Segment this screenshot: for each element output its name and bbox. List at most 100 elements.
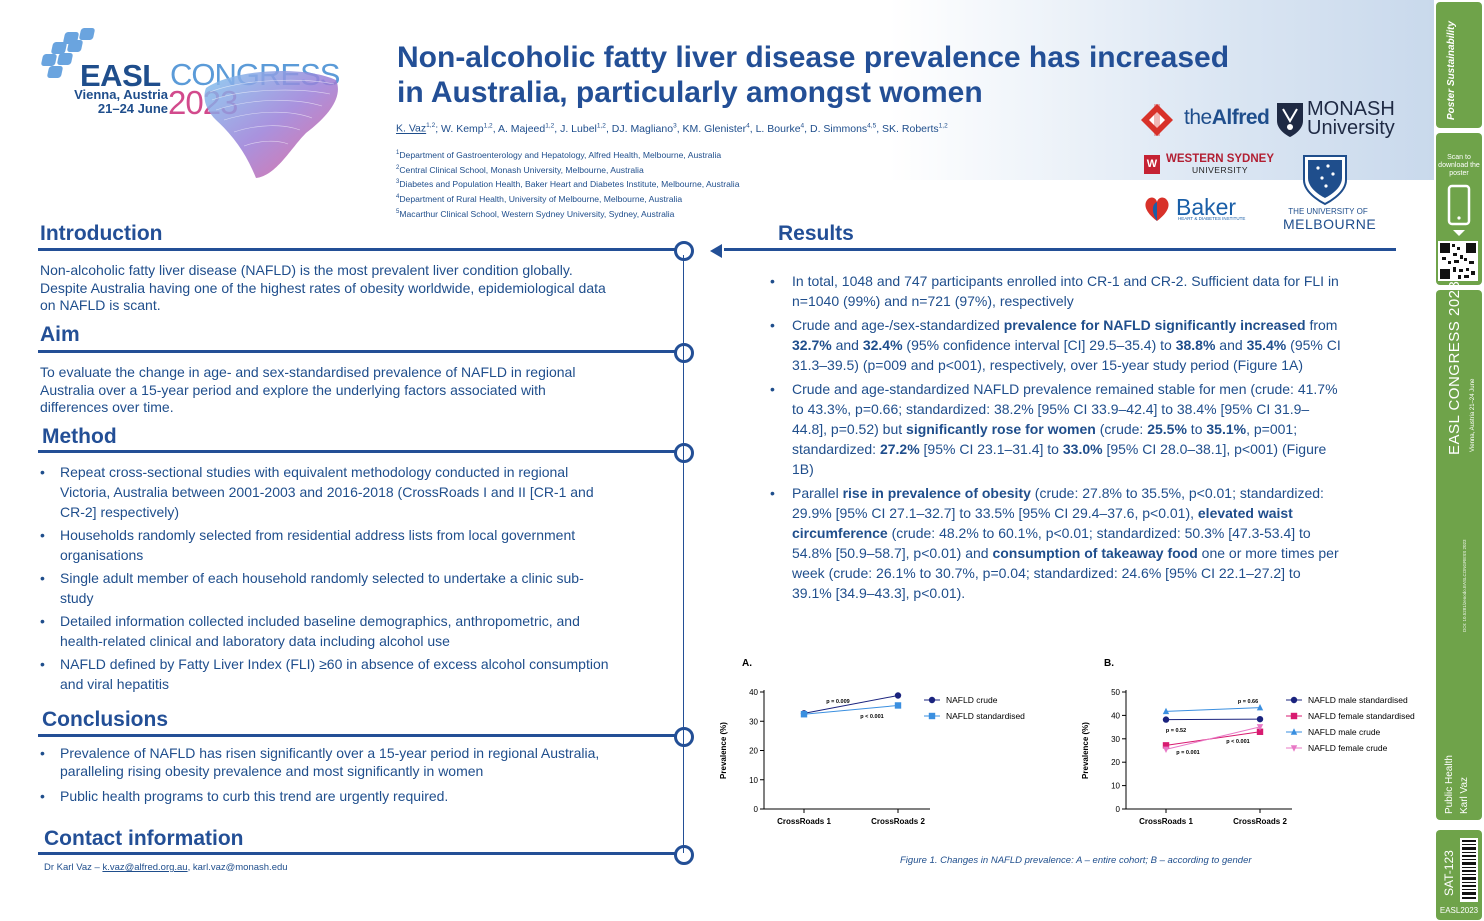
author-name: , KM. Glenister	[676, 122, 747, 135]
affiliation-item: 1Department of Gastroenterology and Hepa…	[396, 149, 722, 160]
monash-crest-icon	[1277, 103, 1303, 137]
affiliations: 1Department of Gastroenterology and Hepa…	[396, 147, 739, 220]
sidebar-poster-brand-text: Poster Sustainability	[1446, 21, 1457, 120]
affiliation-item: 2Central Clinical School, Monash Univers…	[396, 164, 644, 175]
y-tick-label: 10	[1111, 782, 1120, 791]
timeline-node	[674, 443, 694, 463]
sidebar-poster-brand	[1436, 2, 1482, 128]
result-item: Parallel rise in prevalence of obesity (…	[770, 483, 1342, 603]
y-tick-label: 50	[1111, 688, 1120, 697]
wsu-logo-icon: W	[1144, 155, 1160, 174]
conclusion-list: Prevalence of NAFLD has risen significan…	[40, 744, 600, 812]
liver-illustration	[204, 70, 338, 178]
author-name: , L. Bourke	[749, 122, 801, 135]
y-axis-label: Prevalence (%)	[719, 722, 728, 779]
y-tick-label: 10	[749, 776, 758, 785]
author-name: , J. Lubel	[554, 122, 597, 135]
list-item: Prevalence of NAFLD has risen significan…	[40, 744, 600, 780]
heading-method: Method	[42, 425, 117, 448]
rule-conclusions	[38, 734, 678, 737]
x-tick-label: CrossRoads 2	[1233, 817, 1287, 826]
result-item: Crude and age-standardized NAFLD prevale…	[770, 379, 1342, 479]
rule-contact	[38, 852, 678, 855]
alfred-logo-icon	[1141, 104, 1173, 136]
series-line	[803, 695, 899, 714]
sidebar-doi: DOI: 10.5281/zenodo.EASLCONGRESS 2023	[1462, 539, 1467, 632]
data-point	[1162, 716, 1170, 723]
y-tick-label: 40	[749, 688, 758, 697]
sidebar-scan-text: Scan to download the poster	[1438, 154, 1480, 177]
legend-label: NAFLD crude	[946, 695, 998, 705]
y-tick-label: 30	[749, 717, 758, 726]
heading-introduction: Introduction	[40, 222, 163, 245]
data-point	[928, 712, 936, 720]
list-item: Households randomly selected from reside…	[40, 525, 615, 565]
baker-logo-text: Baker	[1176, 194, 1237, 220]
method-list: Repeat cross-sectional studies with equi…	[40, 462, 615, 697]
panel-label: A.	[742, 658, 752, 669]
series-line	[1165, 726, 1261, 750]
data-point	[1256, 728, 1264, 735]
heading-aim: Aim	[40, 323, 80, 346]
data-point	[1256, 703, 1264, 711]
list-item: NAFLD defined by Fatty Liver Index (FLI)…	[40, 654, 615, 694]
rule-aim	[38, 350, 678, 353]
baker-logo-icon	[1145, 197, 1169, 221]
result-item: In total, 1048 and 747 participants enro…	[770, 271, 1342, 311]
result-item: Crude and age-/sex-standardized prevalen…	[770, 315, 1342, 375]
author-name: , SK. Roberts	[876, 122, 939, 135]
rule-results	[724, 248, 1396, 251]
affiliation-item: 3Diabetes and Population Health, Baker H…	[396, 179, 740, 190]
qr-code-icon[interactable]	[1438, 241, 1478, 281]
affiliation-item: 5Macarthur Clinical School, Western Sydn…	[396, 208, 675, 219]
data-point	[1256, 715, 1264, 723]
series-line	[803, 704, 899, 715]
author-list: K. Vaz1,2; W. Kemp1,2, A. Majeed1,2, J. …	[396, 122, 948, 135]
alfred-logo-text: theAlfred	[1184, 106, 1270, 129]
timeline-node	[674, 241, 694, 261]
p-value-annotation: p = 0.52	[1166, 728, 1186, 734]
data-point	[1290, 728, 1298, 735]
data-point	[894, 692, 902, 699]
timeline-node	[674, 845, 694, 865]
y-tick-label: 30	[1111, 735, 1120, 744]
monash-logo-text: MONASH University	[1307, 98, 1395, 139]
p-value-annotation: p = 0.001	[1176, 750, 1199, 756]
p-value-annotation: p < 0.001	[1226, 739, 1249, 745]
y-tick-label: 20	[749, 747, 758, 756]
author-name: , DJ. Magliano	[605, 122, 674, 135]
data-point	[800, 711, 808, 718]
rule-introduction	[38, 248, 678, 251]
results-arrow-icon	[710, 244, 722, 258]
sidebar-congress	[1436, 290, 1482, 820]
logo-easl: EASL	[80, 58, 161, 93]
author-name: ; W. Kemp	[435, 122, 484, 135]
email-monash: karl.vaz@monash.edu	[192, 862, 288, 873]
data-point	[1290, 712, 1298, 720]
data-point	[1162, 742, 1170, 749]
list-item: Public health programs to curb this tren…	[40, 787, 600, 805]
baker-logo-subtitle: HEART & DIABETES INSTITUTE	[1178, 216, 1246, 221]
data-point	[1290, 696, 1298, 704]
list-item: Repeat cross-sectional studies with equi…	[40, 462, 615, 522]
sidebar-city-text: Vienna, Austria 21–24 June	[1470, 378, 1476, 452]
legend-label: NAFLD male crude	[1308, 727, 1381, 737]
heading-results: Results	[778, 222, 854, 245]
author-name: , D. Simmons	[804, 122, 868, 135]
timeline-node	[674, 727, 694, 747]
email-link-alfred[interactable]: k.vaz@alfred.org.au	[102, 862, 188, 873]
data-point	[1162, 707, 1170, 715]
legend-label: NAFLD standardised	[946, 711, 1025, 721]
legend-label: NAFLD female standardised	[1308, 711, 1415, 721]
data-point	[928, 696, 936, 704]
data-point	[1256, 724, 1264, 731]
x-tick-label: CrossRoads 2	[871, 817, 925, 826]
list-item: Single adult member of each household ra…	[40, 568, 615, 608]
aim-text: To evaluate the change in age- and sex-s…	[40, 364, 576, 415]
p-value-annotation: p = 0.009	[826, 699, 849, 705]
sidebar-brand: EASL2023	[1439, 906, 1479, 915]
y-axis-label: Prevalence (%)	[1081, 722, 1090, 779]
y-tick-label: 20	[1111, 758, 1120, 767]
x-tick-label: CrossRoads 1	[1139, 817, 1193, 826]
heading-contact: Contact information	[44, 827, 244, 850]
